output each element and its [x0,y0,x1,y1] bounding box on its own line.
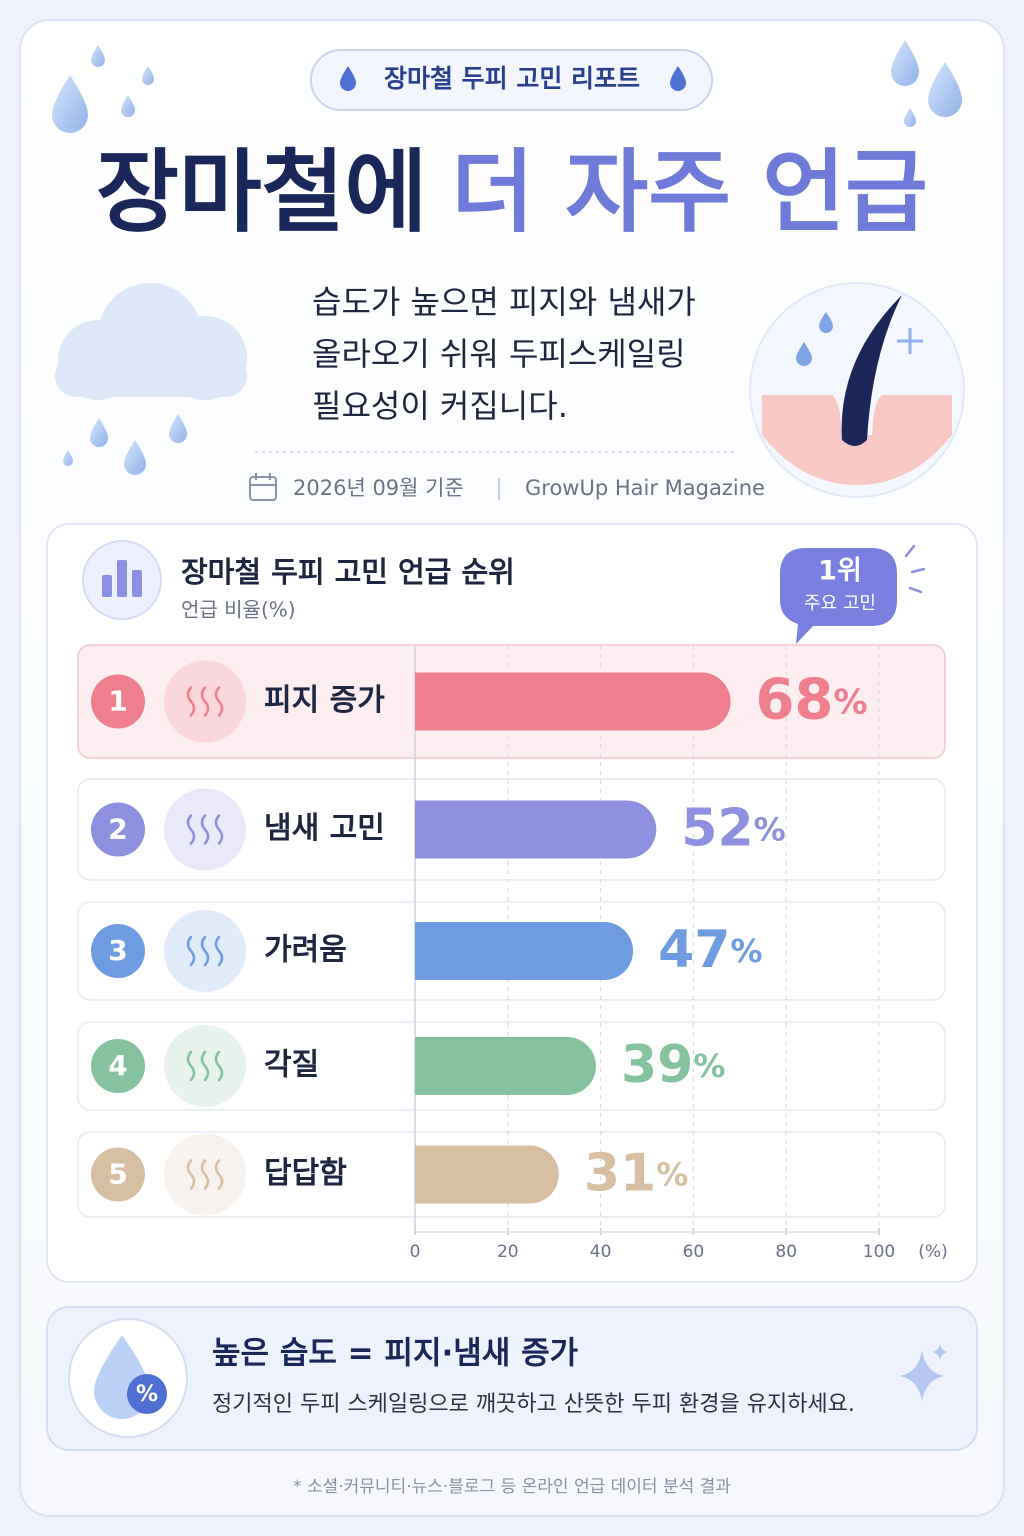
badge-icon [670,66,686,91]
badge-icon [340,66,356,91]
summary-title: 높은 습도 = 피지·냄새 증가 [212,1336,579,1372]
value-label: 31% [584,1144,688,1204]
bar [415,922,634,980]
rank-badge [91,1147,145,1202]
bar [415,672,731,731]
x-tick-label: 20 [497,1242,519,1262]
callout: 1위 주요 고민 [780,544,926,644]
title-accent: 더 자주 언급 [451,140,928,245]
droplets [52,40,962,475]
category-icon-glyph [186,1159,224,1190]
cloud [55,283,247,400]
category-icon-glyph [186,1050,224,1082]
badge-text: 장마철 두피 고민 리포트 [384,64,640,93]
rank-label: 1 [108,685,127,718]
summary-text: 정기적인 두피 스케일링으로 깨끗하고 산뜻한 두피 환경을 유지하세요. [212,1392,855,1417]
value-label: 47% [658,920,762,980]
description: 습도가 높으면 피지와 냄새가 [312,283,696,321]
bar [415,800,657,859]
rank-label: 2 [108,813,127,846]
category-label: 답답함 [264,1156,347,1191]
value-label: 39% [621,1035,725,1095]
category-icon-glyph [186,814,224,845]
bar [415,1145,559,1204]
description: 필요성이 커집니다. [312,387,568,425]
percent-glyph: % [136,1382,158,1407]
x-tick-label: 0 [410,1242,421,1262]
description: 올라오기 쉬워 두피스케일링 [312,335,686,373]
value-label: 52% [681,799,785,859]
x-unit: (%) [918,1242,947,1262]
sparkle [932,1343,948,1361]
rank-label: 4 [108,1049,127,1082]
date: 2026년 09월 기준 [293,476,464,500]
scalp-illustration [749,282,965,498]
title-dark: 장마철에 [96,140,427,245]
category-label: 가려움 [264,933,347,968]
callout-rank: 1위 [818,556,862,587]
chart-icon-bars [102,560,142,597]
rank-badge [91,674,145,729]
sparkle [900,1350,944,1402]
badge [310,49,713,111]
category-label: 각질 [264,1048,319,1083]
chart-title: 장마철 두피 고민 언급 순위 [181,555,515,589]
rank-label: 5 [108,1158,127,1191]
category-icon-glyph [186,686,224,717]
rank-badge [91,802,145,857]
category-icon-glyph [186,935,224,967]
plot: 0 20 40 60 80 100 (%) 1 피지 증가 68% 2 냄새 고민 52% 3 가려움 47%… [77,644,948,1262]
main-title: 장마철에 더 자주 언급 [96,140,928,245]
callout-text: 주요 고민 [804,593,876,614]
rank-badge [91,924,145,978]
summary-card [46,1306,978,1451]
x-tick-label: 100 [863,1242,895,1262]
category-label: 냄새 고민 [264,811,385,846]
chart-subtitle: 언급 비율(%) [181,598,296,622]
x-tick-label: 80 [775,1242,797,1262]
footnote: * 소셜·커뮤니티·뉴스·블로그 등 온라인 언급 데이터 분석 결과 [293,1477,731,1497]
value-label: 68% [756,668,868,733]
summary-badge [127,1374,167,1414]
x-tick-label: 60 [683,1242,705,1262]
category-label: 피지 증가 [264,683,385,718]
bar [415,1037,596,1095]
rank-label: 3 [108,934,127,967]
calendar-icon [249,473,277,501]
x-tick-label: 40 [590,1242,612,1262]
rank-badge [91,1039,145,1093]
source: GrowUp Hair Magazine [525,476,765,500]
